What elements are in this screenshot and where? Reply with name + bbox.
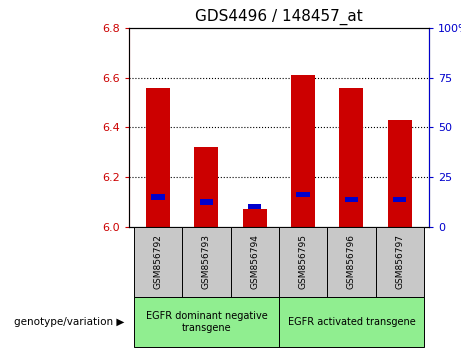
FancyBboxPatch shape — [279, 227, 327, 297]
Text: GSM856796: GSM856796 — [347, 234, 356, 290]
Bar — [195, 147, 219, 227]
Bar — [146, 88, 170, 227]
FancyBboxPatch shape — [134, 297, 279, 347]
Bar — [200, 199, 213, 205]
Bar — [151, 194, 165, 200]
Bar — [296, 192, 310, 197]
Text: EGFR activated transgene: EGFR activated transgene — [288, 317, 415, 327]
Bar — [291, 75, 315, 227]
Text: EGFR dominant negative
transgene: EGFR dominant negative transgene — [146, 311, 267, 333]
Bar — [248, 204, 261, 210]
Text: GSM856793: GSM856793 — [202, 234, 211, 290]
Text: GSM856792: GSM856792 — [154, 234, 163, 290]
FancyBboxPatch shape — [376, 227, 424, 297]
Bar — [242, 209, 267, 227]
Text: GDS4496 / 148457_at: GDS4496 / 148457_at — [195, 8, 363, 25]
Text: GSM856794: GSM856794 — [250, 234, 259, 290]
Bar — [388, 120, 412, 227]
FancyBboxPatch shape — [327, 227, 376, 297]
Bar — [393, 196, 407, 202]
Text: GSM856797: GSM856797 — [395, 234, 404, 290]
Text: genotype/variation ▶: genotype/variation ▶ — [14, 317, 124, 327]
FancyBboxPatch shape — [230, 227, 279, 297]
Text: GSM856795: GSM856795 — [299, 234, 307, 290]
FancyBboxPatch shape — [134, 227, 182, 297]
FancyBboxPatch shape — [182, 227, 230, 297]
FancyBboxPatch shape — [279, 297, 424, 347]
Bar — [339, 88, 363, 227]
Bar — [345, 196, 358, 202]
